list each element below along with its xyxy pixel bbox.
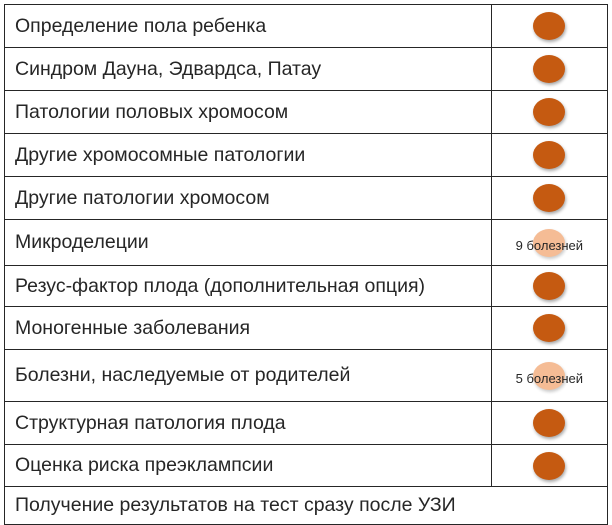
row-label: Патологии половых хромосом: [4, 90, 492, 134]
row-label: Оценка риска преэклампсии: [4, 444, 492, 487]
mark-cell: [490, 444, 609, 487]
table-row: Резус-фактор плода (дополнительная опция…: [4, 265, 609, 307]
table-row: Другие патологии хромосом: [4, 176, 609, 220]
mark-cell: [490, 133, 609, 177]
table-row: Оценка риска преэклампсии: [4, 444, 609, 487]
mark-cell: [490, 4, 609, 48]
partial-dot-icon: [533, 228, 566, 257]
row-label: Другие патологии хромосом: [4, 176, 492, 220]
footer-label: Получение результатов на тест сразу посл…: [4, 486, 608, 525]
mark-cell: [490, 47, 609, 91]
included-dot-icon: [533, 55, 566, 83]
mark-cell: [490, 306, 609, 350]
table-row: Определение пола ребенка: [4, 4, 609, 48]
mark-cell: [490, 176, 609, 220]
mark-cell: 9 болезней: [490, 219, 609, 266]
included-dot-icon: [533, 272, 566, 300]
row-label: Структурная патология плода: [4, 401, 492, 445]
table-row: Получение результатов на тест сразу посл…: [4, 486, 608, 525]
included-dot-icon: [533, 451, 566, 480]
mark-cell: [490, 90, 609, 134]
table-row: Микроделеции 9 болезней: [4, 219, 609, 266]
mark-cell: [490, 401, 609, 445]
disease-count-note: 9 болезней: [515, 237, 584, 253]
row-label: Определение пола ребенка: [4, 4, 492, 48]
mark-cell: 5 болезней: [490, 349, 609, 402]
mark-cell: [490, 265, 609, 307]
partial-dot-icon: [533, 361, 566, 390]
table-row: Синдром Дауна, Эдвардса, Патау: [4, 47, 609, 91]
table-row: Моногенные заболевания: [4, 306, 609, 350]
disease-count-note: 5 болезней: [515, 370, 584, 386]
features-table: Определение пола ребенка Синдром Дауна, …: [4, 4, 609, 525]
included-dot-icon: [533, 184, 566, 212]
table-row: Патологии половых хромосом: [4, 90, 609, 134]
row-label: Другие хромосомные патологии: [4, 133, 492, 177]
row-label: Синдром Дауна, Эдвардса, Патау: [4, 47, 492, 91]
included-dot-icon: [533, 314, 566, 342]
included-dot-icon: [533, 141, 566, 169]
included-dot-icon: [533, 98, 566, 126]
row-label: Моногенные заболевания: [4, 306, 492, 350]
table-row: Другие хромосомные патологии: [4, 133, 609, 177]
row-label: Резус-фактор плода (дополнительная опция…: [4, 265, 492, 307]
row-label: Микроделеции: [4, 219, 492, 266]
included-dot-icon: [533, 409, 566, 437]
table-row: Структурная патология плода: [4, 401, 609, 445]
table-row: Болезни, наследуемые от родителей 5 боле…: [4, 349, 609, 402]
included-dot-icon: [533, 12, 566, 40]
row-label: Болезни, наследуемые от родителей: [4, 349, 492, 402]
